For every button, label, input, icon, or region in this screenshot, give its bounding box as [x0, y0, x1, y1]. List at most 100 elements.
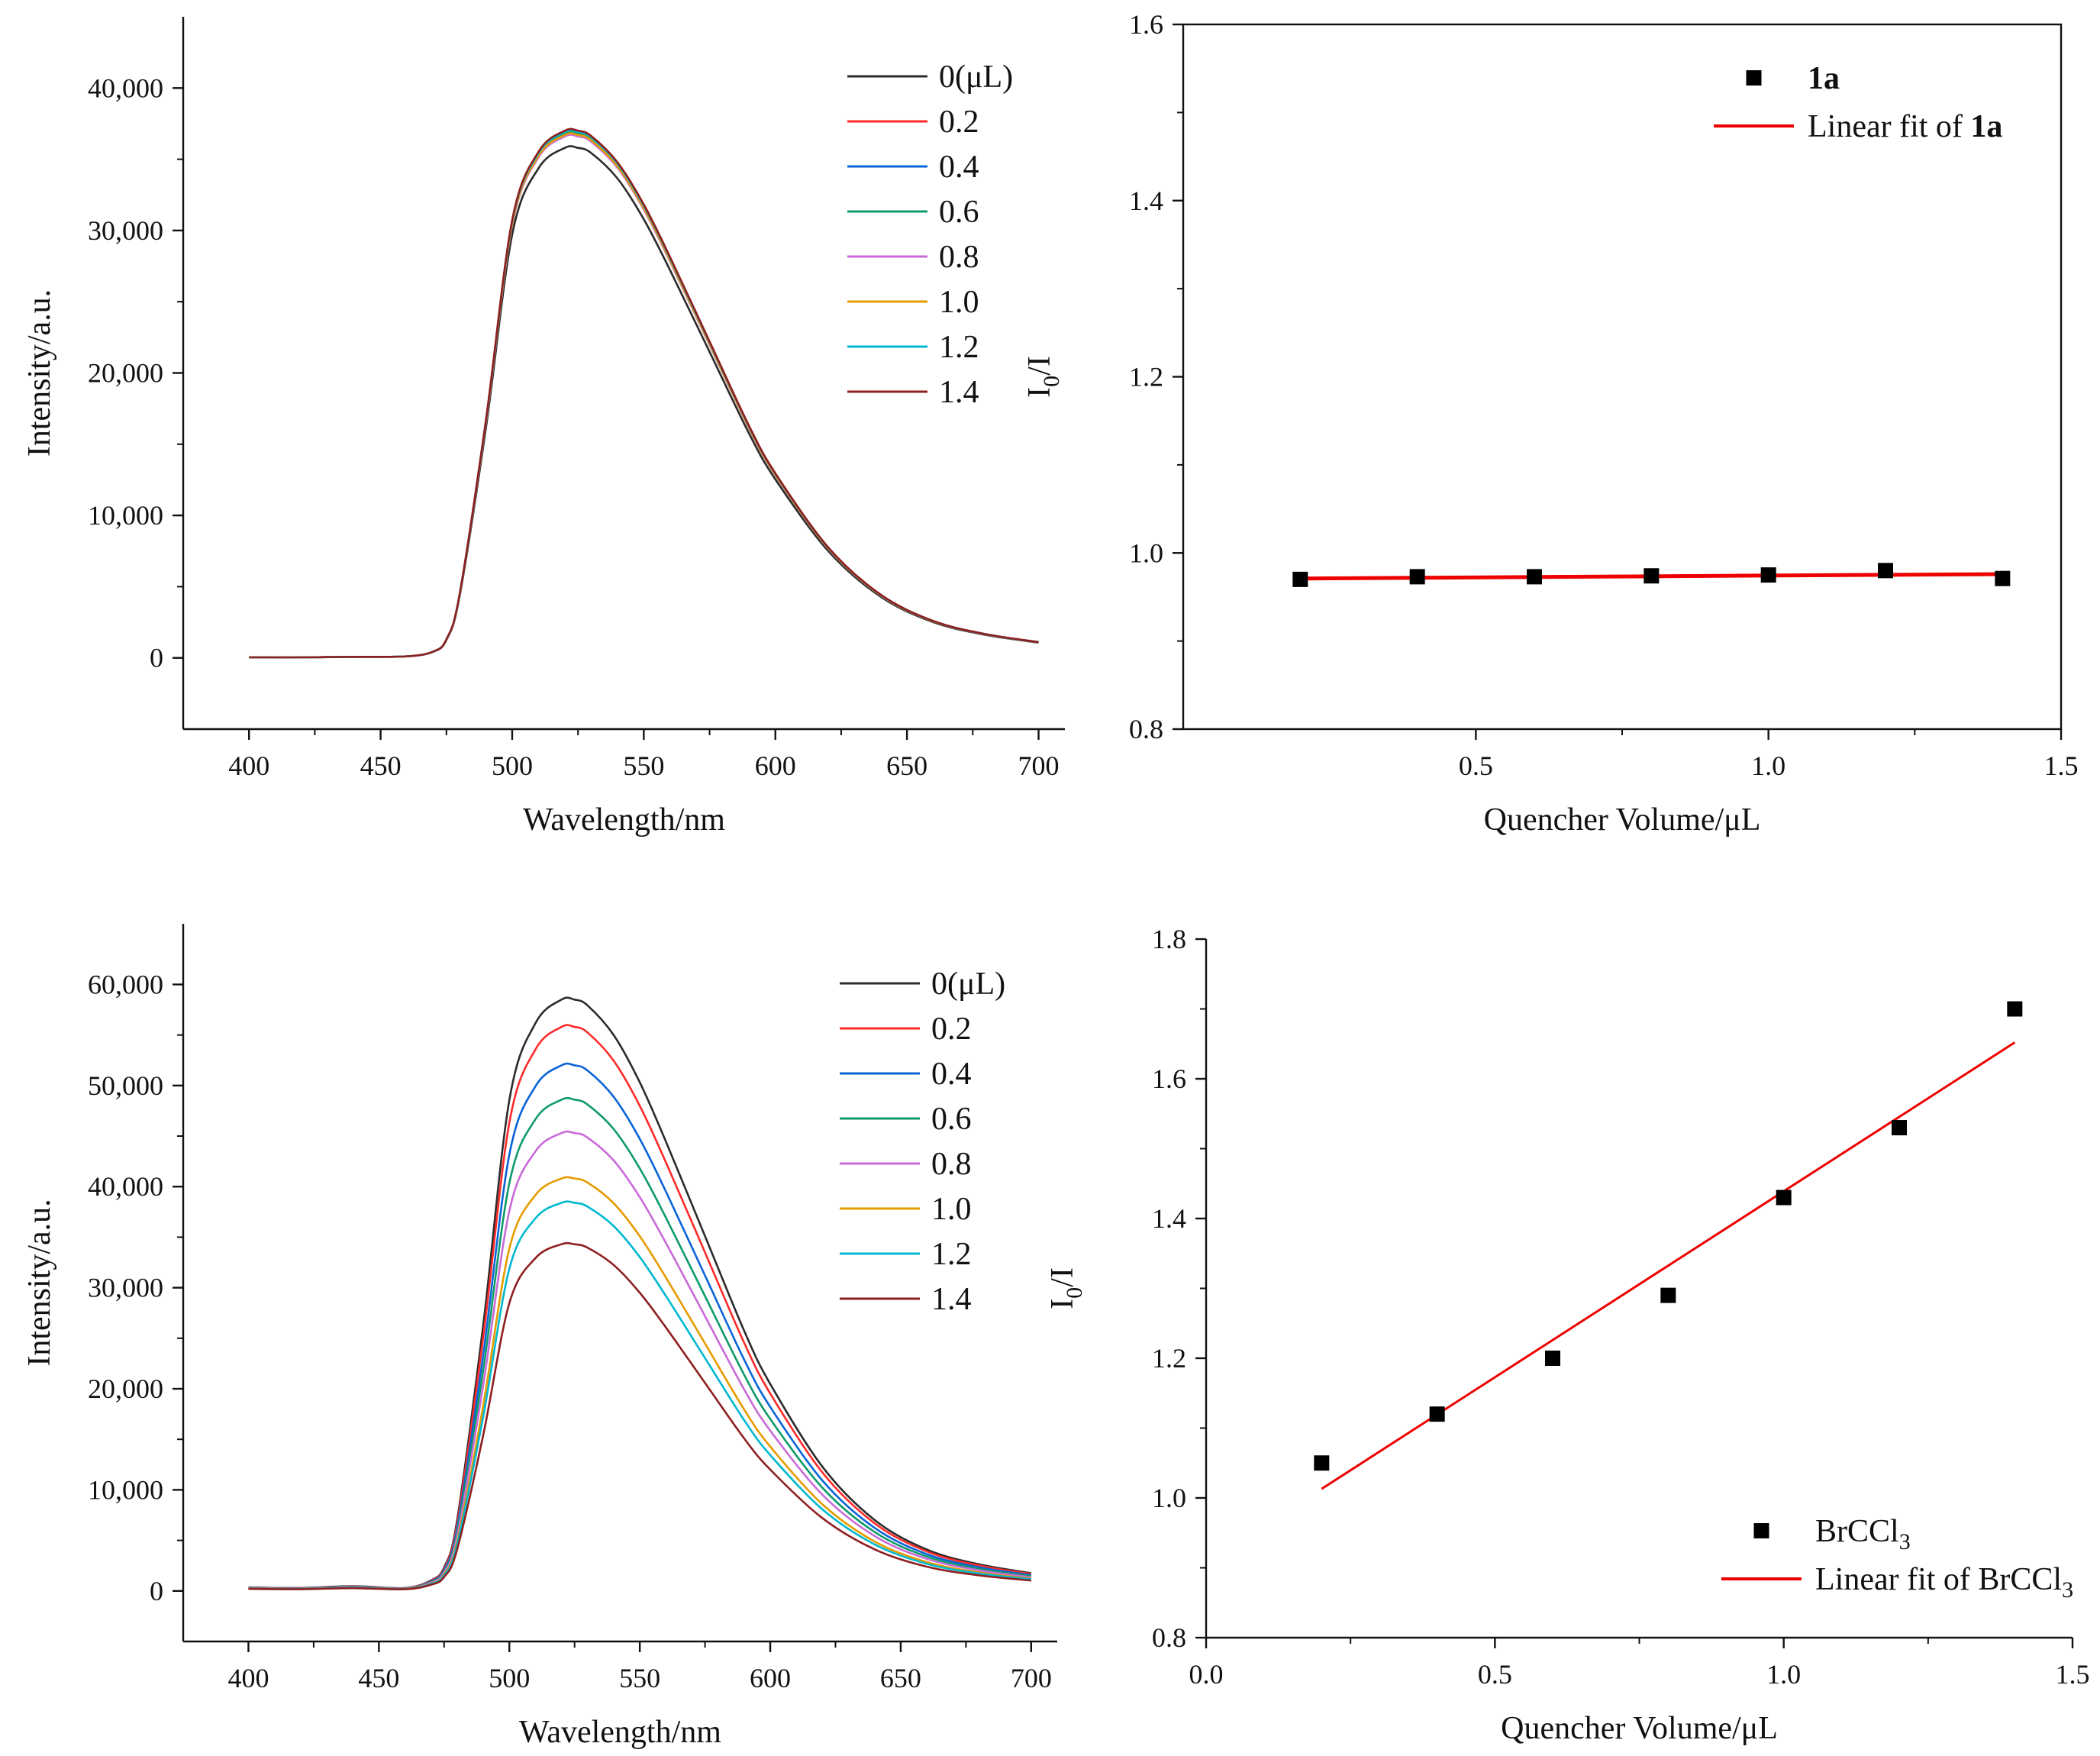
y-tick-label: 1.2	[1152, 1343, 1186, 1373]
y-tick-label: 20,000	[88, 1373, 163, 1404]
x-axis-title: Wavelength/nm	[519, 1715, 721, 1750]
legend-text: Linear fit of	[1808, 109, 1970, 144]
x-tick-label: 600	[750, 1663, 791, 1693]
legend-compound: BrCCl	[1815, 1514, 1899, 1549]
legend-compound: 1a	[1970, 109, 2002, 144]
y-title-part: /I	[1022, 356, 1057, 376]
x-tick-label: 550	[619, 1663, 660, 1693]
y-tick-label: 50,000	[88, 1070, 163, 1101]
chart-panel-C: 400 450 500 550 600 650 700 0 10,000 20,000 30,000…	[22, 924, 1057, 1750]
x-tick-label: 450	[360, 750, 402, 781]
chart-panel-A: 400 450 500 550 600 650 700 0 10,000 20,000 30,000…	[22, 17, 1065, 838]
data-point	[1429, 1406, 1445, 1422]
x-tick-label: 500	[489, 1663, 530, 1693]
legend-label: 1.0	[931, 1192, 972, 1227]
series-line	[248, 1241, 1031, 1590]
y-tick-label: 1.0	[1152, 1483, 1186, 1513]
x-tick-label: 0.0	[1189, 1659, 1224, 1690]
y-tick-label: 60,000	[88, 969, 163, 999]
y-axis-title: I0/I	[1045, 1267, 1087, 1309]
data-point	[1545, 1351, 1560, 1366]
y-tick-label: 1.4	[1152, 1203, 1186, 1234]
y-axis-title: I0/I	[1022, 356, 1064, 398]
y-tick-label: 0	[150, 1576, 163, 1606]
y-tick-label: 10,000	[88, 1474, 163, 1505]
series-line	[248, 1130, 1031, 1590]
x-tick-label: 400	[228, 750, 269, 781]
legend-marker	[1753, 1523, 1769, 1538]
x-axis-title: Wavelength/nm	[523, 802, 725, 838]
data-point	[1776, 1189, 1792, 1206]
legend-label: 1.4	[939, 375, 979, 410]
x-tick-label: 450	[358, 1663, 399, 1693]
y-tick-label: 1.0	[1129, 537, 1163, 568]
x-tick-label: 500	[492, 750, 533, 781]
legend-label: 0.2	[931, 1012, 972, 1047]
legend-label: 1.2	[931, 1237, 972, 1272]
data-point	[1878, 563, 1893, 579]
x-axis-title: Quencher Volume/μL	[1501, 1711, 1778, 1746]
series-line	[249, 128, 1039, 659]
y-axis-title: Intensity/a.u.	[22, 289, 57, 457]
legend-subscript: 3	[1899, 1529, 1911, 1554]
y-tick-label: 20,000	[88, 358, 163, 389]
legend-label: 0.8	[931, 1147, 972, 1182]
y-tick-label: 1.6	[1152, 1064, 1186, 1094]
data-point	[1644, 568, 1660, 584]
legend-label-fit: Linear fit of BrCCl3	[1815, 1562, 2073, 1603]
legend-compound: BrCCl	[1978, 1562, 2062, 1597]
legend-label-fit: Linear fit of 1a	[1808, 109, 2002, 144]
legend-label: 0.4	[939, 150, 979, 185]
legend-label: 0.6	[931, 1102, 972, 1137]
legend-text: Linear fit of	[1815, 1562, 1978, 1597]
y-axis-title: Intensity/a.u.	[22, 1199, 57, 1366]
y-tick-label: 1.8	[1152, 924, 1186, 954]
y-tick-label: 10,000	[88, 500, 163, 531]
x-tick-label: 700	[1018, 750, 1060, 781]
x-tick-label: 0.5	[1478, 1659, 1512, 1690]
x-tick-label: 700	[1011, 1663, 1052, 1693]
legend-label: 1.2	[939, 330, 979, 365]
y-tick-label: 1.6	[1129, 9, 1163, 40]
data-point	[1660, 1287, 1676, 1303]
data-point	[2007, 1001, 2023, 1017]
data-point	[1292, 571, 1308, 587]
data-point	[1995, 570, 2011, 586]
y-title-part: I	[1022, 387, 1057, 398]
x-tick-label: 650	[886, 750, 927, 781]
legend-compound: 1a	[1808, 61, 1840, 96]
x-tick-label: 1.5	[2056, 1659, 2090, 1690]
series-line	[248, 1024, 1032, 1590]
y-title-subscript: 0	[1039, 376, 1064, 387]
chart-panel-D: 0.0 0.5 1.0 1.5 0.8 1.0 1.2 1.4 1.6 1.8 Quencher V…	[1045, 924, 2090, 1746]
data-point	[1892, 1120, 1907, 1136]
series-line	[249, 145, 1039, 659]
y-tick-label: 30,000	[88, 1273, 163, 1303]
legend-label-points: BrCCl3	[1815, 1514, 1911, 1554]
y-title-part: /I	[1045, 1267, 1080, 1287]
y-tick-label: 1.4	[1129, 186, 1163, 216]
legend-label: 0(μL)	[931, 967, 1005, 1002]
legend-label-points: 1a	[1808, 61, 1840, 96]
legend-label: 1.4	[931, 1282, 972, 1317]
x-tick-label: 650	[880, 1663, 921, 1693]
legend-label: 0(μL)	[939, 60, 1013, 95]
series-line	[249, 134, 1039, 659]
fit-line	[1321, 1041, 2016, 1490]
y-title-part: I	[1045, 1299, 1080, 1309]
legend-label: 0.8	[939, 240, 979, 275]
x-axis-title: Quencher Volume/μL	[1484, 802, 1761, 838]
y-tick-label: 0.8	[1129, 714, 1163, 744]
chart-panel-B: 0.5 1.0 1.5 0.8 1.0 1.2 1.4 1.6 Quencher Volume/…	[1022, 9, 2079, 838]
y-tick-label: 40,000	[88, 1171, 163, 1202]
legend-label: 0.2	[939, 105, 979, 140]
x-tick-label: 1.0	[1751, 750, 1785, 781]
y-tick-label: 30,000	[88, 215, 163, 246]
legend-subscript: 3	[2062, 1577, 2073, 1603]
series-line	[248, 1096, 1032, 1590]
data-point	[1314, 1455, 1330, 1471]
legend-label: 0.4	[931, 1057, 972, 1092]
x-tick-label: 1.0	[1766, 1659, 1801, 1690]
series-line	[248, 1176, 1031, 1590]
x-tick-label: 600	[755, 750, 796, 781]
